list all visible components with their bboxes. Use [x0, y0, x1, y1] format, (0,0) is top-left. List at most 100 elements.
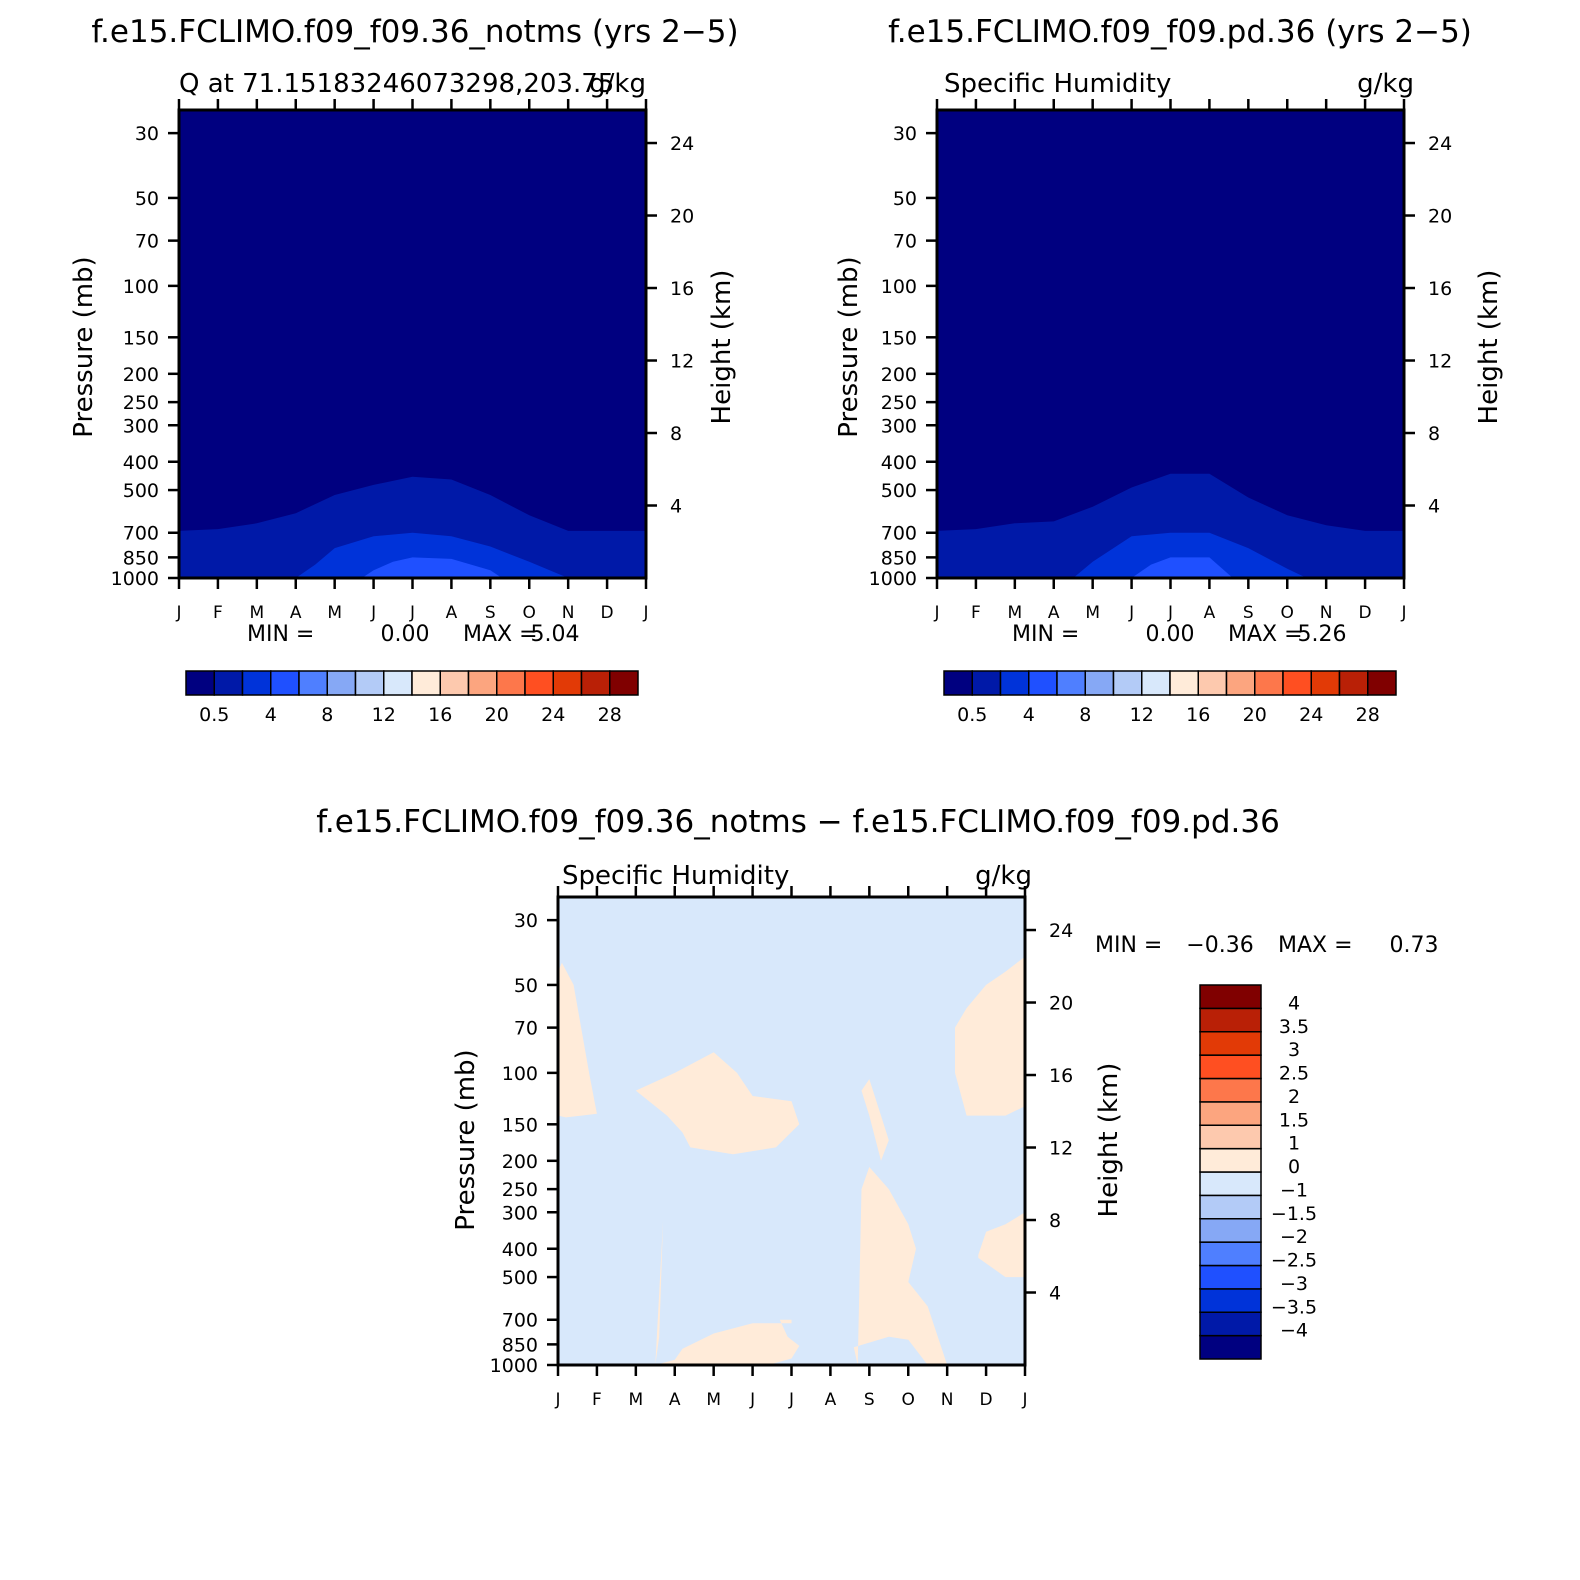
colorbar-box: [1197, 670, 1228, 696]
colorbar-box: [552, 670, 583, 696]
y-tick-label: 50: [893, 188, 917, 210]
contour-fills: [179, 110, 646, 578]
panel-subtitle-left: Q at 71.15183246073298,203.75: [179, 69, 614, 99]
y-tick-right-label: 16: [670, 278, 694, 300]
x-tick-label: M: [249, 603, 264, 623]
y-tick-label: 850: [881, 547, 917, 569]
colorbar-label: −2: [1280, 1226, 1308, 1248]
y-tick-label: 700: [881, 523, 917, 545]
colorbar-box: [1199, 1101, 1262, 1126]
y-tick-label: 200: [502, 1151, 538, 1173]
x-tick-label: F: [971, 603, 981, 623]
colorbar-box: [298, 670, 328, 696]
y-tick-label: 100: [123, 276, 159, 298]
colorbar-label: 16: [1186, 704, 1210, 726]
panel-pd: f.e15.FCLIMO.f09_f09.pd.36 (yrs 2−5) Spe…: [834, 14, 1504, 726]
y-tick-label: 300: [502, 1202, 538, 1224]
x-tick-label: A: [446, 603, 458, 623]
colorbar-box: [1199, 1077, 1262, 1103]
y-tick-label: 70: [514, 1018, 538, 1040]
x-tick-label: J: [933, 603, 939, 623]
y-tick-right-label: 16: [1428, 278, 1452, 300]
colorbar-label: 0.5: [199, 704, 229, 726]
colorbar-box: [1199, 1124, 1262, 1150]
colorbar-box: [1199, 1264, 1262, 1290]
colorbar-box: [1310, 670, 1341, 696]
colorbar-box: [185, 670, 215, 696]
y-tick-right-label: 24: [670, 133, 694, 155]
y-tick-label: 150: [123, 327, 159, 349]
x-tick-label: N: [562, 603, 575, 623]
colorbar-label: 4: [1288, 992, 1300, 1014]
x-tick-label: J: [370, 603, 376, 623]
y-tick-right-label: 16: [1049, 1065, 1073, 1087]
colorbar-box: [439, 670, 470, 696]
x-tick-label: D: [601, 603, 614, 623]
contour-fill-positive-4: [853, 1167, 948, 1365]
x-tick-label: D: [980, 1390, 993, 1410]
y-tick-label: 500: [881, 480, 917, 502]
colorbar-box: [496, 670, 526, 696]
max-label: MAX =: [1278, 933, 1353, 958]
x-tick-label: A: [669, 1390, 681, 1410]
colorbar-label: 24: [541, 704, 565, 726]
colorbar-box: [1056, 670, 1086, 696]
y-tick-right-label: 24: [1428, 133, 1452, 155]
contour-fill-positive-5: [955, 956, 1025, 1116]
y-tick-label: 500: [123, 480, 159, 502]
colorbar-label: 3: [1288, 1039, 1300, 1061]
colorbar-label: −4: [1280, 1320, 1308, 1342]
y-tick-right-label: 20: [670, 206, 694, 228]
colorbar-box: [580, 670, 611, 696]
colorbar-box: [241, 670, 272, 696]
colorbar-label: −2.5: [1271, 1250, 1317, 1272]
colorbar-label: 12: [1130, 704, 1154, 726]
x-tick-label: M: [706, 1390, 721, 1410]
colorbar-box: [1141, 670, 1171, 696]
x-tick-label: F: [213, 603, 223, 623]
x-tick-label: J: [409, 603, 415, 623]
colorbar-label: 1.5: [1279, 1109, 1309, 1131]
colorbar-box: [1112, 670, 1143, 696]
panel-title: f.e15.FCLIMO.f09_f09.36_notms − f.e15.FC…: [316, 804, 1280, 840]
colorbar-label: 28: [598, 704, 622, 726]
min-value: 0.00: [381, 622, 430, 647]
colorbar-label: 1: [1288, 1133, 1300, 1155]
y-tick-label: 200: [123, 364, 159, 386]
y-tick-label: 250: [123, 392, 159, 414]
colorbar-box: [999, 670, 1030, 696]
colorbar-box: [1199, 1007, 1262, 1033]
colorbar-label: −1: [1280, 1179, 1308, 1201]
min-label: MIN =: [1095, 933, 1162, 958]
x-tick-label: M: [1007, 603, 1022, 623]
y-tick-label: 30: [135, 123, 159, 145]
colorbar-box: [1084, 670, 1115, 696]
x-tick-label: J: [1128, 603, 1134, 623]
y-tick-label: 30: [514, 910, 538, 932]
y-tick-right-label: 4: [1428, 496, 1440, 518]
contour-fills: [937, 110, 1404, 578]
colorbar-box: [1199, 1147, 1262, 1173]
colorbar-label: 4: [265, 704, 277, 726]
x-tick-label: A: [290, 603, 302, 623]
x-tick-label: S: [864, 1390, 875, 1410]
x-tick-label: M: [327, 603, 342, 623]
y-tick-label: 70: [893, 231, 917, 253]
x-tick-label: A: [825, 1390, 837, 1410]
colorbar-label: 0: [1288, 1156, 1300, 1178]
y-tick-label: 1000: [869, 568, 917, 590]
y-tick-label: 850: [123, 547, 159, 569]
y-tick-right-label: 8: [1049, 1210, 1061, 1232]
y-tick-label: 1000: [111, 568, 159, 590]
y-axis-label: Pressure (mb): [451, 1049, 481, 1230]
colorbar-box: [1028, 670, 1058, 696]
colorbar-box: [1199, 1054, 1262, 1080]
y-tick-right-label: 12: [670, 351, 694, 373]
y-tick-label: 150: [881, 327, 917, 349]
colorbar-box: [1199, 1194, 1262, 1220]
x-tick-label: S: [485, 603, 496, 623]
max-value: 5.26: [1298, 622, 1347, 647]
x-tick-label: F: [592, 1390, 602, 1410]
